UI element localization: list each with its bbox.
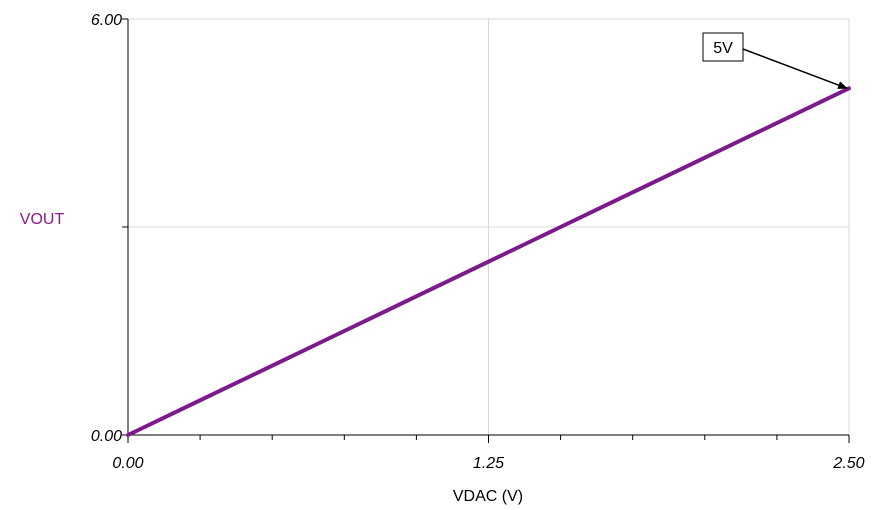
annotation-label: 5V: [713, 40, 733, 57]
y-tick-label: 6.00: [91, 12, 122, 29]
series: [126, 86, 851, 437]
grid: [128, 18, 850, 435]
y-axis-title: VOUT: [20, 211, 65, 228]
annotations: 5V: [702, 32, 848, 90]
x-axis-title: VDAC (V): [453, 488, 523, 505]
y-tick-label: 0.00: [91, 428, 122, 445]
ticks: [122, 18, 850, 443]
x-tick-label: 0.00: [112, 455, 143, 472]
series-line: [126, 86, 851, 437]
annotation-box: [702, 32, 744, 62]
tick-labels: 0.00 1.25 2.50 0.00 6.00: [91, 12, 865, 472]
x-tick-label: 2.50: [832, 455, 864, 472]
x-tick-label: 1.25: [473, 455, 504, 472]
annotation-arrow: [742, 48, 848, 90]
